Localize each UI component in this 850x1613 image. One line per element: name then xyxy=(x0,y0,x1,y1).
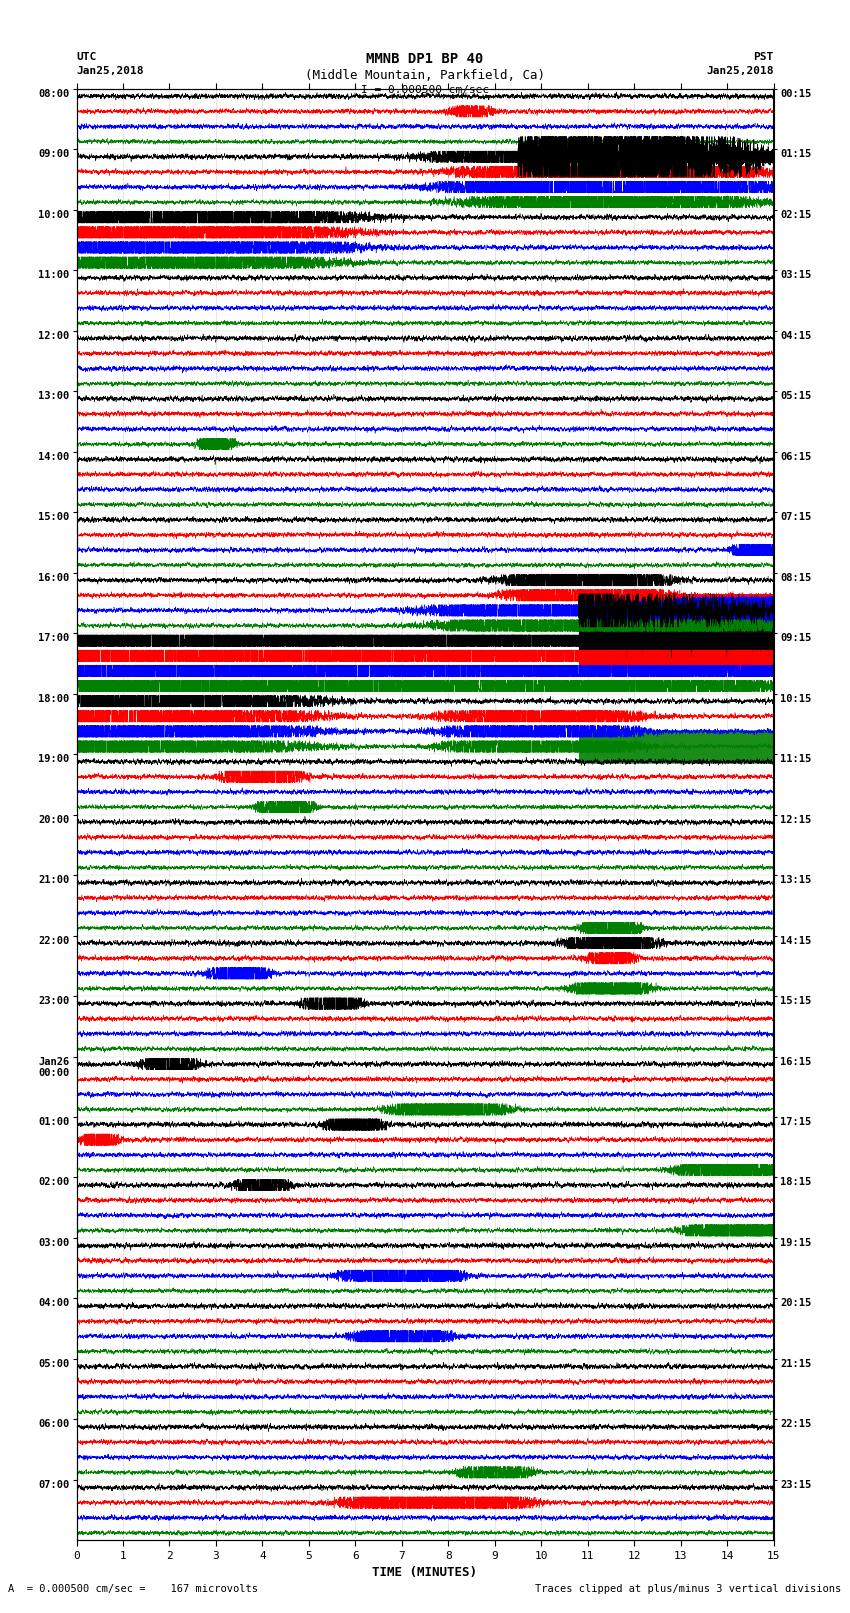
X-axis label: TIME (MINUTES): TIME (MINUTES) xyxy=(372,1566,478,1579)
Text: Jan25,2018: Jan25,2018 xyxy=(76,66,144,76)
Text: MMNB DP1 BP 40: MMNB DP1 BP 40 xyxy=(366,52,484,66)
Text: I = 0.000500 cm/sec: I = 0.000500 cm/sec xyxy=(361,85,489,95)
Text: PST: PST xyxy=(753,52,774,61)
Text: UTC: UTC xyxy=(76,52,97,61)
Text: A  = 0.000500 cm/sec =    167 microvolts: A = 0.000500 cm/sec = 167 microvolts xyxy=(8,1584,258,1594)
Text: Jan25,2018: Jan25,2018 xyxy=(706,66,774,76)
Text: Traces clipped at plus/minus 3 vertical divisions: Traces clipped at plus/minus 3 vertical … xyxy=(536,1584,842,1594)
Text: (Middle Mountain, Parkfield, Ca): (Middle Mountain, Parkfield, Ca) xyxy=(305,69,545,82)
